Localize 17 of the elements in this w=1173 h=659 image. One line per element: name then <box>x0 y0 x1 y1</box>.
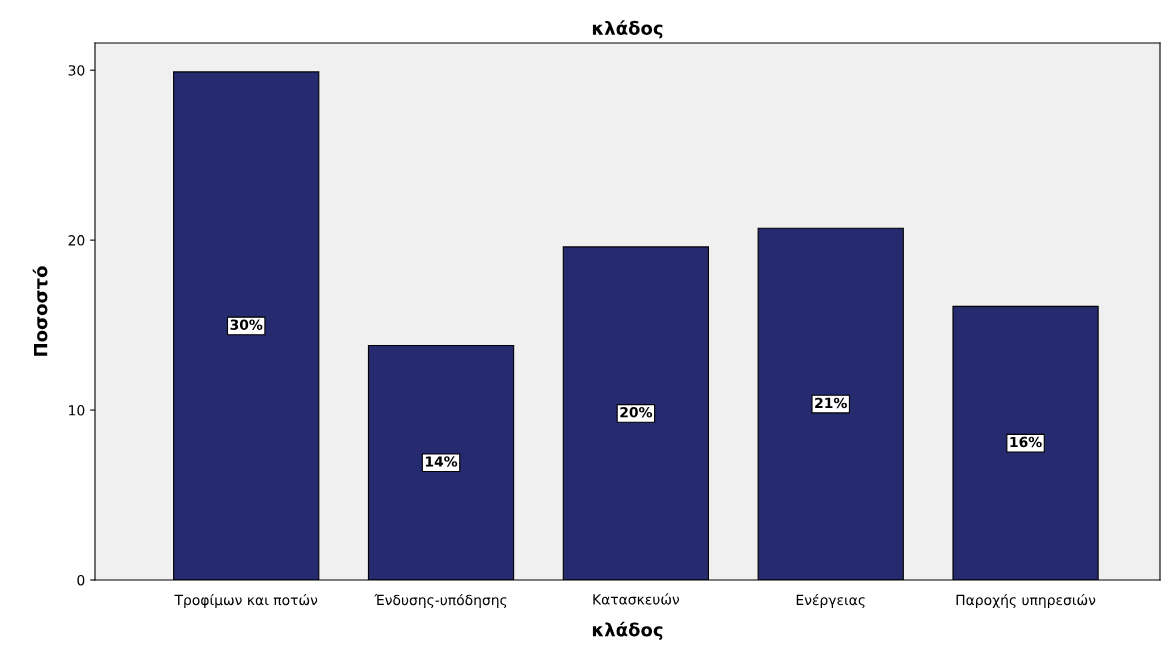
x-tick-label: Ενέργειας <box>796 593 865 608</box>
data-label: 20% <box>620 406 653 418</box>
x-tick-label: Τροφίμων και ποτών <box>174 593 318 608</box>
data-label: 16% <box>1010 436 1042 448</box>
x-tick-label: Ένδυσης-υπόδησης <box>374 593 507 608</box>
x-tick-label: Παροχής υπηρεσιών <box>956 593 1096 608</box>
y-tick-label: 10 <box>69 405 85 416</box>
data-label: 30% <box>230 319 263 330</box>
data-label: 14% <box>425 456 458 467</box>
data-label: 21% <box>815 397 847 409</box>
y-axis-title: Ποσοστό <box>32 266 48 356</box>
y-tick-label: 0 <box>77 574 85 586</box>
x-axis-title: κλάδος <box>592 621 663 640</box>
x-tick-label: Κατασκευών <box>593 593 680 605</box>
y-tick-label: 30 <box>68 65 85 76</box>
chart-title: κλάδος <box>592 20 663 39</box>
y-tick-label: 20 <box>68 235 85 246</box>
